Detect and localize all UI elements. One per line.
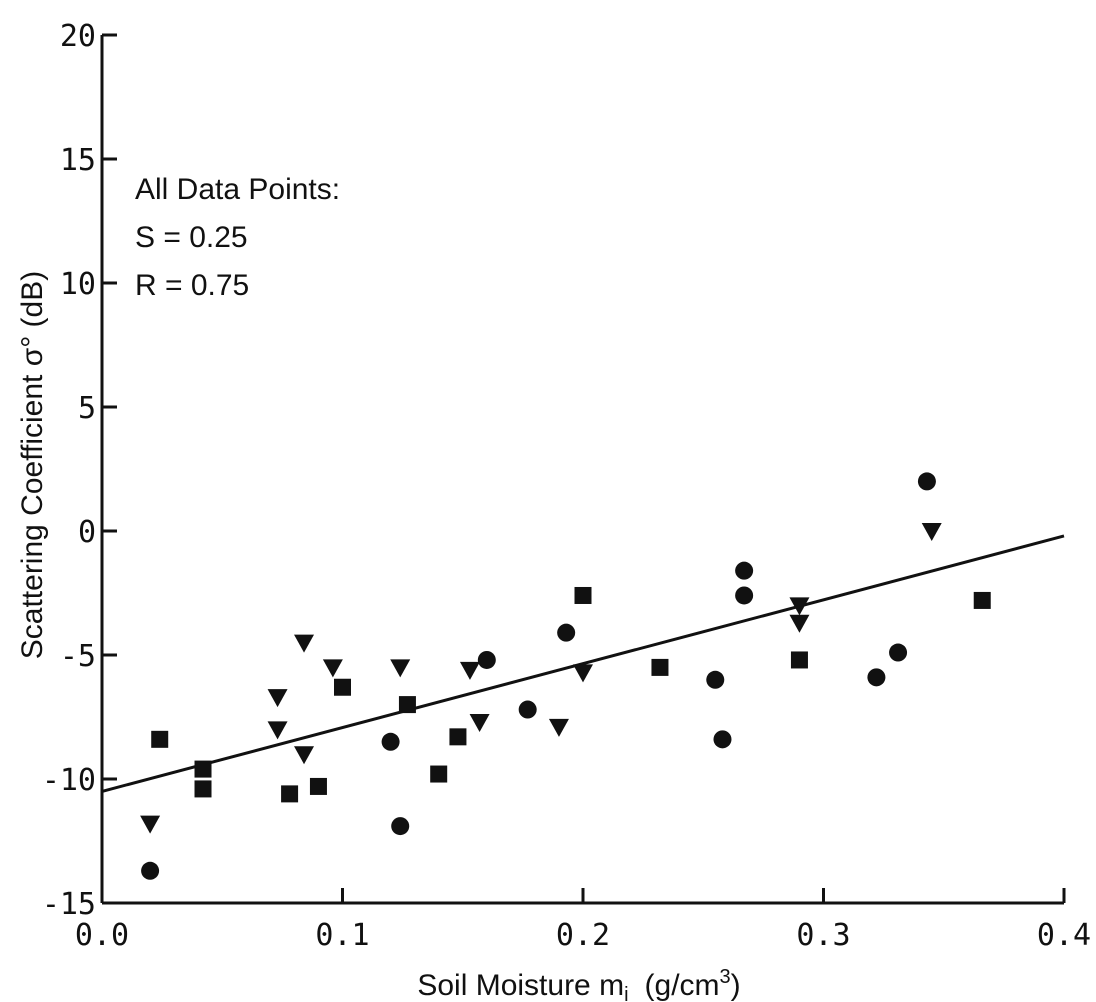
tick-marks [102,35,1064,903]
x-tick-label: 0.2 [556,918,610,953]
data-point-square [791,651,808,668]
data-point-circle [706,671,724,689]
y-tick-label: 15 [60,143,96,178]
y-axis-label: Scattering Coefficient σ° (dB) [16,271,49,659]
data-point-triangle [573,664,593,682]
data-point-triangle [390,659,410,677]
data-point-square [399,696,416,713]
y-tick-label: -10 [42,763,96,798]
data-point-square [449,728,466,745]
data-point-triangle [294,635,314,653]
data-point-triangle [268,689,288,707]
data-point-square [651,659,668,676]
axes [102,35,1064,903]
data-point-triangle [460,662,480,680]
data-point-circle [519,701,537,719]
data-point-triangle [294,746,314,764]
data-point-triangle [789,615,809,633]
data-point-square [281,785,298,802]
annotation-heading: All Data Points: [135,173,340,206]
data-point-circle [735,586,753,604]
data-points [140,472,991,879]
data-point-circle [557,624,575,642]
data-point-circle [918,472,936,490]
y-tick-label: 0 [78,515,96,550]
annotation-r: R = 0.75 [135,269,249,302]
data-point-square [430,766,447,783]
data-point-triangle [470,714,490,732]
data-point-circle [478,651,496,669]
data-point-circle [141,862,159,880]
data-point-circle [889,644,907,662]
x-tick-label: 0.0 [75,918,129,953]
stats-annotation: All Data Points: S = 0.25 R = 0.75 [135,173,340,302]
data-point-triangle [140,816,160,834]
data-point-square [310,778,327,795]
x-tick-label: 0.1 [315,918,369,953]
data-point-circle [867,668,885,686]
data-point-square [195,761,212,778]
data-point-square [195,780,212,797]
data-point-square [334,679,351,696]
data-point-triangle [789,597,809,615]
data-point-triangle [549,719,569,737]
data-point-circle [382,733,400,751]
data-point-square [974,592,991,609]
y-tick-label: 10 [60,267,96,302]
data-point-circle [713,730,731,748]
x-axis-label: Soil Moisture mi (g/cm3) [417,966,740,1002]
data-point-square [151,731,168,748]
data-point-triangle [323,659,343,677]
y-tick-label: 5 [78,391,96,426]
data-point-square [575,587,592,604]
x-tick-label: 0.3 [796,918,850,953]
data-point-circle [735,562,753,580]
y-tick-label: 20 [60,19,96,54]
annotation-s: S = 0.25 [135,221,248,254]
data-point-triangle [268,721,288,739]
x-tick-label: 0.4 [1037,918,1091,953]
regression-line [102,536,1064,791]
y-tick-label: -5 [60,639,96,674]
data-point-circle [391,817,409,835]
data-point-triangle [922,523,942,541]
y-tick-label: -15 [42,887,96,922]
